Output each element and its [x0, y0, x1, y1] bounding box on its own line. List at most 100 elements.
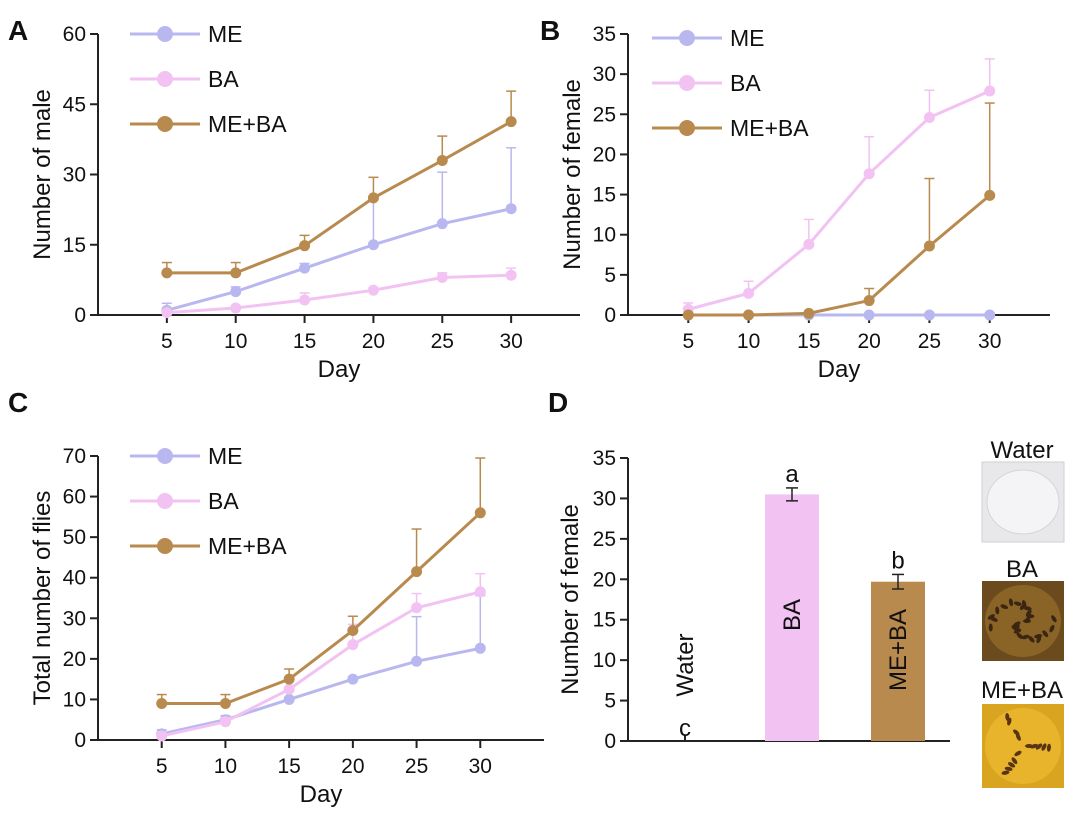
data-point: [299, 262, 311, 274]
series-me-ba: [156, 457, 486, 709]
data-point: [474, 642, 486, 654]
data-point: [436, 154, 448, 166]
data-point: [923, 111, 935, 123]
fly: [1051, 615, 1057, 623]
fly: [1013, 601, 1022, 606]
data-point: [863, 168, 875, 180]
x-tick-label: 5: [161, 330, 173, 353]
fly: [1014, 750, 1022, 757]
data-point: [219, 716, 231, 728]
fly: [1023, 606, 1032, 611]
legend-label: ME: [730, 25, 765, 51]
series-me: [161, 147, 517, 316]
data-point: [347, 624, 359, 636]
data-point: [863, 309, 875, 321]
fly: [987, 614, 995, 620]
photo-ba-flies: [987, 598, 1057, 644]
fly: [1013, 628, 1022, 634]
x-tick-label: 25: [431, 330, 454, 353]
y-tick-label: 35: [593, 447, 616, 470]
data-point: [505, 269, 517, 281]
data-point: [863, 295, 875, 307]
bar-ba: [765, 494, 819, 741]
series-line: [166, 120, 512, 275]
fly: [1041, 743, 1047, 751]
photo-label-meba: ME+BA: [981, 677, 1063, 704]
y-axis-title: Number of male: [29, 89, 56, 260]
bar-label: BA: [779, 599, 806, 631]
data-point: [436, 218, 448, 230]
legend-marker: [157, 493, 173, 509]
x-tick-label: 5: [682, 330, 694, 353]
bar-label: Water: [672, 633, 699, 696]
x-tick-label: 30: [469, 755, 492, 778]
panel-label-c: C: [8, 387, 28, 418]
fly: [1025, 609, 1032, 617]
data-point: [283, 693, 295, 705]
data-point: [219, 697, 231, 709]
fly: [1013, 729, 1020, 736]
chart-c-total: 0 10 20 30 40 50 60 70 5 10 15 20 25 30 Day Total numbe…: [29, 443, 544, 808]
fly: [1030, 743, 1038, 749]
data-point: [283, 673, 295, 685]
x-tick-label: 25: [918, 330, 941, 353]
data-point: [803, 238, 815, 250]
y-tick-label: 15: [593, 609, 616, 632]
y-tick-label: 0: [604, 730, 616, 753]
series-line: [166, 273, 512, 315]
x-tick-label: 15: [293, 330, 316, 353]
data-point: [411, 602, 423, 614]
fly: [1021, 634, 1030, 640]
data-point: [505, 203, 517, 215]
x-axis-title: Day: [300, 781, 343, 808]
data-point: [230, 302, 242, 314]
x-tick-label: 20: [341, 755, 364, 778]
significance-letter: a: [785, 461, 799, 488]
legend-marker: [679, 75, 695, 91]
data-point: [803, 307, 815, 319]
y-tick-label: 20: [63, 648, 86, 671]
fly: [1049, 624, 1055, 633]
y-tick-label: 15: [593, 184, 616, 207]
data-point: [161, 307, 173, 319]
data-point: [283, 683, 295, 695]
data-point: [682, 309, 694, 321]
data-point: [347, 673, 359, 685]
photo-meba-flies: [1001, 712, 1051, 775]
x-axis-title: Day: [818, 356, 861, 383]
photo-label-water: Water: [990, 437, 1053, 464]
data-point: [367, 239, 379, 251]
legend-marker: [157, 71, 173, 87]
y-tick-label: 20: [593, 143, 616, 166]
photo-water-dish: [986, 469, 1060, 535]
series-line: [687, 89, 991, 311]
y-tick-label: 30: [63, 164, 86, 187]
series-line: [688, 194, 991, 317]
y-axis-title: Number of female: [557, 504, 584, 695]
data-point: [474, 586, 486, 598]
series-line: [166, 207, 512, 312]
series-ba: [161, 267, 517, 319]
fly: [1000, 604, 1009, 610]
y-tick-label: 0: [74, 729, 86, 752]
y-tick-label: 0: [604, 304, 616, 327]
y-tick-label: 45: [63, 93, 86, 116]
significance-letter: b: [891, 547, 904, 574]
fly: [1001, 770, 1010, 775]
legend-marker: [157, 116, 173, 132]
legend-label: ME: [208, 443, 243, 469]
series-line: [161, 646, 481, 736]
fly: [988, 623, 993, 632]
legend-label: BA: [208, 66, 239, 92]
data-point: [347, 639, 359, 651]
fly: [1046, 743, 1051, 752]
legend-label: ME+BA: [208, 111, 287, 137]
x-tick-label: 15: [277, 755, 300, 778]
significance-letter: c: [679, 715, 691, 742]
y-tick-label: 15: [63, 234, 86, 257]
photo-meba-dish: [985, 708, 1061, 784]
series-ba: [156, 572, 486, 742]
data-point: [505, 116, 517, 128]
data-point: [156, 730, 168, 742]
